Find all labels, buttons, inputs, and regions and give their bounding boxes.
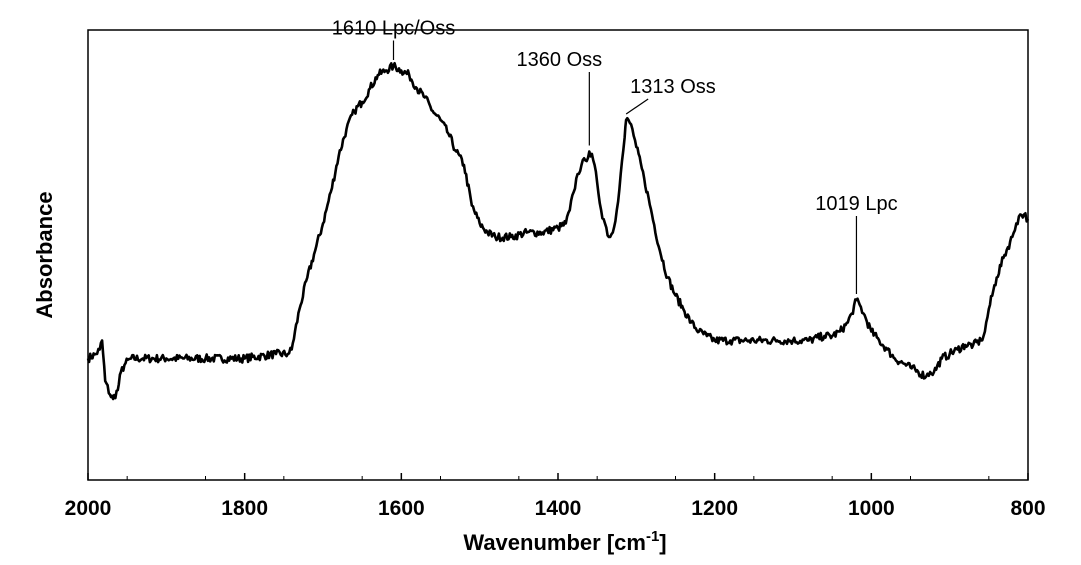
x-tick-label: 1200 bbox=[691, 497, 738, 520]
peak-annotations: 1610 Lpc/Oss 1360 Oss 1313 Oss 1019 Lpc bbox=[332, 18, 898, 294]
x-tick-label: 800 bbox=[1010, 497, 1045, 520]
y-axis-label: Absorbance bbox=[32, 191, 57, 318]
x-axis-tick-labels: 2000 1800 1600 1400 1200 1000 800 bbox=[65, 497, 1046, 520]
annotation-label: 1019 Lpc bbox=[815, 193, 897, 215]
x-axis-label-main: Wavenumber [cm bbox=[463, 530, 646, 555]
peak-annotation: 1360 Oss bbox=[517, 49, 603, 146]
x-tick-label: 1000 bbox=[848, 497, 895, 520]
annotation-leader-line bbox=[625, 98, 649, 115]
x-axis-label-superscript: -1 bbox=[646, 528, 659, 545]
x-tick-label: 2000 bbox=[65, 497, 112, 520]
x-axis-label: Wavenumber [cm-1] bbox=[463, 528, 666, 555]
peak-annotation: 1610 Lpc/Oss bbox=[332, 18, 455, 60]
x-tick-label: 1600 bbox=[378, 497, 425, 520]
x-tick-label: 1800 bbox=[221, 497, 268, 520]
peak-annotation: 1019 Lpc bbox=[815, 193, 898, 294]
plot-frame bbox=[87, 29, 1029, 481]
x-tick-label: 1400 bbox=[535, 497, 582, 520]
x-axis-label-close: ] bbox=[659, 530, 666, 555]
annotation-label: 1610 Lpc/Oss bbox=[332, 18, 455, 40]
spectrum-line bbox=[86, 61, 1030, 401]
annotation-label: 1313 Oss bbox=[630, 76, 716, 98]
x-axis-ticks bbox=[87, 473, 1029, 480]
annotation-label: 1360 Oss bbox=[517, 49, 603, 71]
peak-annotation: 1313 Oss bbox=[625, 76, 716, 115]
